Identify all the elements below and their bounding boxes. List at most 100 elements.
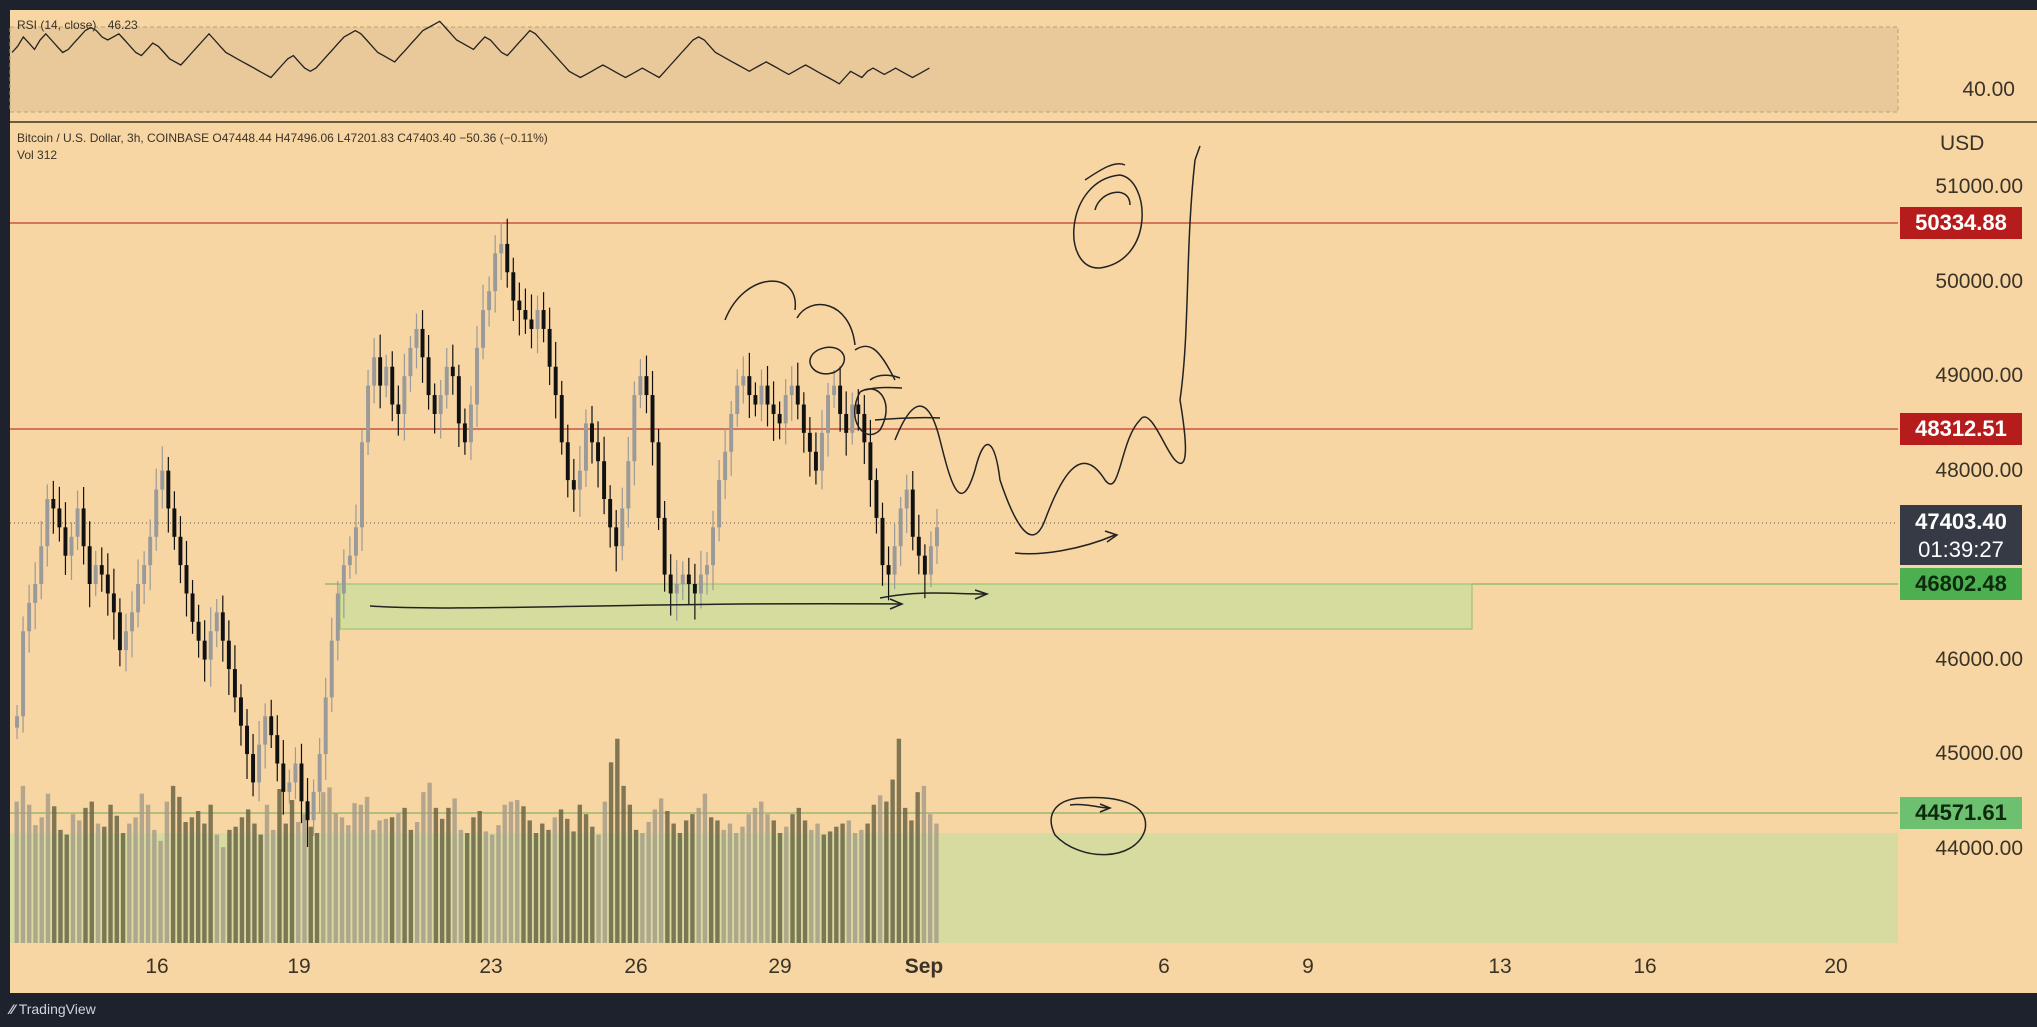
candle-body xyxy=(130,612,134,632)
candle-body xyxy=(571,480,576,490)
candle-body xyxy=(838,385,843,414)
volume-bar xyxy=(784,826,789,943)
candle-body xyxy=(735,385,740,414)
volume-bar xyxy=(558,809,564,943)
candle-body xyxy=(456,376,461,424)
volume-bar xyxy=(214,834,220,943)
candle-body xyxy=(565,442,570,481)
price-tick-label: 51000.00 xyxy=(1935,175,2023,199)
time-tick-label: 19 xyxy=(287,955,311,978)
drawn-arc-3 xyxy=(854,345,896,381)
volume-bar xyxy=(58,829,63,943)
candle-body xyxy=(208,631,213,660)
candle-body xyxy=(523,310,528,320)
candle-body xyxy=(245,725,249,755)
volume-bar xyxy=(915,792,920,943)
candle-body xyxy=(747,376,752,396)
candle-body xyxy=(559,395,564,443)
candle-body xyxy=(378,357,383,386)
volume-bars xyxy=(14,738,939,943)
candle-body xyxy=(577,470,582,490)
candle-body xyxy=(904,489,909,509)
volume-bar xyxy=(709,817,714,943)
volume-bar xyxy=(14,801,19,943)
rsi-line xyxy=(11,20,930,85)
candle-body xyxy=(632,395,637,462)
time-axis[interactable] xyxy=(10,943,1898,993)
candle-body xyxy=(57,508,62,528)
candle-body xyxy=(257,744,262,783)
volume-bar xyxy=(934,823,939,943)
candle-body xyxy=(190,593,195,622)
drawn-arc-1 xyxy=(724,280,796,321)
drawn-circle-2 xyxy=(854,388,887,436)
candle-body xyxy=(402,376,407,414)
candle-body xyxy=(874,480,879,518)
time-tick-label: 23 xyxy=(479,955,503,978)
candle-body xyxy=(148,536,153,566)
volume-bar xyxy=(208,804,213,943)
candle-body xyxy=(317,754,322,792)
volume-bar xyxy=(95,823,101,943)
volume-bar xyxy=(464,833,470,943)
candle-body xyxy=(765,385,770,405)
price-axis[interactable] xyxy=(1898,10,2037,993)
time-tick-label: 16 xyxy=(1633,955,1657,978)
volume-bar xyxy=(627,804,633,943)
candle-body xyxy=(251,754,256,783)
volume-bar xyxy=(333,812,338,943)
volume-bar xyxy=(120,833,126,943)
volume-bar xyxy=(546,829,551,943)
time-tick-label: 26 xyxy=(624,955,648,978)
candle-body xyxy=(81,508,86,547)
candle-body xyxy=(723,451,728,481)
candle-body xyxy=(662,517,667,575)
candle-body xyxy=(69,536,74,556)
candle-body xyxy=(511,272,516,301)
last-price-badge: 47403.40 xyxy=(1900,505,2022,537)
volume-bar xyxy=(77,820,82,943)
candle-body xyxy=(807,432,812,452)
volume-bar xyxy=(327,787,332,943)
candle-body xyxy=(620,508,625,547)
candle-body xyxy=(626,461,631,509)
volume-bar xyxy=(358,804,364,943)
tradingview-logo[interactable]: ⁄⁄ TradingView xyxy=(10,1001,96,1017)
volume-bar xyxy=(683,820,689,943)
volume-bar xyxy=(152,829,157,943)
candle-body xyxy=(505,243,510,273)
candle-body xyxy=(832,385,837,396)
candle-body xyxy=(608,498,613,528)
volume-bar xyxy=(296,822,301,943)
volume-bar xyxy=(927,814,933,943)
volume-bar xyxy=(690,814,695,943)
drawn-arrow-a xyxy=(869,374,901,381)
candle-body xyxy=(462,423,467,443)
candle-body xyxy=(178,536,183,566)
drawn-arrowhead-range xyxy=(889,598,904,610)
volume-bar xyxy=(70,814,76,943)
volume-bar xyxy=(871,804,877,943)
candle-body xyxy=(596,442,601,462)
drawn-arrow-short xyxy=(879,592,986,599)
candle-body xyxy=(323,697,328,755)
volume-bar xyxy=(233,826,238,943)
plot-area[interactable] xyxy=(10,10,1898,943)
candle-body xyxy=(668,574,673,594)
volume-bar xyxy=(202,823,207,943)
volume-bar xyxy=(696,807,701,943)
countdown-badge: 01:39:27 xyxy=(1900,537,2022,565)
candle-body xyxy=(99,565,104,575)
volume-bar xyxy=(471,817,476,943)
drawn-low-arrow xyxy=(1069,803,1109,809)
candle-body xyxy=(771,404,776,414)
volume-bar xyxy=(752,807,758,943)
currency-label[interactable]: USD xyxy=(1940,132,1985,155)
candle-body xyxy=(916,536,921,556)
candle-body xyxy=(729,413,734,452)
symbol-header[interactable]: Bitcoin / U.S. Dollar, 3h, COINBASE O474… xyxy=(17,131,548,145)
volume-bar xyxy=(677,833,683,943)
drawn-arrow-range xyxy=(369,602,901,609)
candle-body xyxy=(287,782,292,792)
